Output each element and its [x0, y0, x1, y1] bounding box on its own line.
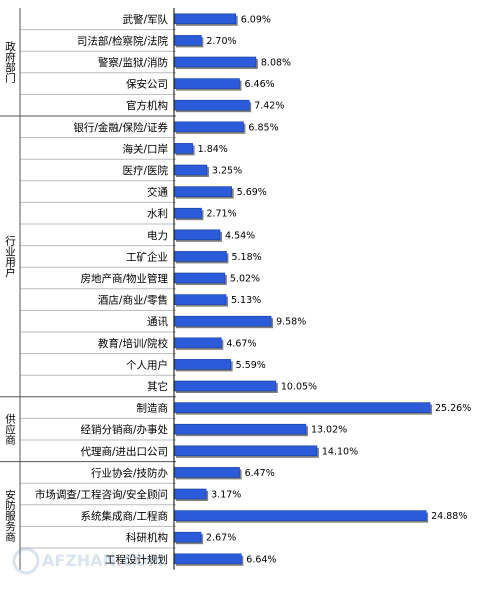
bar — [173, 488, 207, 500]
bar — [173, 207, 202, 219]
value-label: 2.71% — [206, 209, 236, 220]
category-label: 代理商/进出口公司 — [80, 445, 168, 458]
bar — [173, 402, 431, 413]
bar — [173, 56, 257, 68]
value-label: 6.46% — [244, 79, 274, 90]
category-label: 武警/军队 — [122, 13, 168, 26]
category-label: 电力 — [147, 229, 168, 242]
bar — [173, 423, 307, 435]
bar — [173, 99, 250, 111]
bar — [173, 315, 272, 327]
category-label: 教育/培训/院校 — [98, 337, 169, 350]
bar — [173, 380, 277, 392]
category-label: 系统集成商/工程商 — [80, 510, 168, 523]
bar — [173, 186, 232, 197]
watermark: AFZHAN.COM — [12, 547, 163, 575]
category-label: 工矿企业 — [126, 250, 168, 263]
value-label: 2.67% — [206, 533, 236, 544]
row-separators — [0, 8, 176, 570]
category-label: 科研机构 — [126, 531, 168, 544]
bar — [173, 531, 202, 543]
value-label: 4.67% — [226, 338, 256, 349]
bar — [173, 445, 318, 457]
value-label: 13.02% — [311, 425, 347, 436]
bar — [173, 35, 202, 46]
value-label: 6.09% — [241, 14, 271, 25]
value-label: 14.10% — [322, 446, 358, 457]
bar — [173, 164, 208, 176]
category-label: 其它 — [147, 380, 168, 393]
category-label: 房地产商/物业管理 — [80, 272, 168, 285]
bar — [173, 337, 222, 349]
value-label: 5.13% — [231, 295, 261, 306]
bar — [173, 13, 237, 25]
category-label: 警察/监狱/消防 — [98, 56, 168, 69]
group-label: 安防服务商 — [4, 489, 16, 543]
value-label: 6.85% — [248, 122, 278, 133]
category-label: 行业协会/技防办 — [91, 466, 169, 479]
category-label: 银行/金融/保险/证券 — [73, 121, 168, 134]
bar — [173, 467, 240, 478]
bar — [173, 272, 226, 284]
value-label: 5.18% — [231, 252, 261, 263]
category-label: 工程设计规划 — [105, 553, 168, 566]
bar — [173, 78, 240, 89]
watermark-text: AFZHAN.COM — [42, 551, 163, 570]
category-label: 交通 — [147, 186, 168, 199]
value-label: 1.84% — [198, 144, 228, 155]
value-label: 3.25% — [212, 166, 242, 177]
value-label: 3.17% — [211, 490, 241, 501]
bars — [173, 13, 432, 566]
value-label: 10.05% — [281, 382, 317, 393]
bar — [173, 294, 227, 305]
category-label: 经销分销商/办事处 — [80, 423, 168, 436]
value-labels: 6.09% 2.70% 8.08% 6.46% 7.42% 6.85% 1.84% 3.25%… — [198, 14, 472, 565]
bar — [173, 251, 227, 262]
category-label: 医疗/医院 — [122, 164, 168, 177]
value-label: 24.88% — [431, 511, 467, 522]
group-label: 行业用户 — [4, 235, 16, 279]
bar — [173, 229, 221, 241]
value-label: 6.47% — [245, 468, 275, 479]
bar — [173, 359, 231, 370]
category-label: 制造商 — [137, 402, 169, 415]
value-label: 8.08% — [261, 58, 291, 69]
bar — [173, 553, 242, 565]
value-label: 25.26% — [435, 403, 471, 414]
value-label: 5.02% — [230, 274, 260, 285]
category-label: 保安公司 — [126, 78, 168, 91]
value-label: 6.64% — [246, 554, 276, 565]
watermark-logo-icon — [12, 547, 40, 575]
group-label: 政府部门 — [4, 40, 16, 84]
category-label: 个人用户 — [126, 358, 168, 371]
value-label: 4.54% — [225, 230, 255, 241]
value-label: 9.58% — [276, 317, 306, 328]
category-label: 水利 — [147, 208, 168, 220]
category-label: 市场调查/工程咨询/安全顾问 — [35, 488, 168, 501]
category-label: 司法部/检察院/法院 — [77, 34, 169, 47]
value-label: 2.70% — [206, 36, 236, 47]
category-label: 酒店/商业/零售 — [98, 294, 168, 307]
category-label: 通讯 — [147, 315, 168, 328]
group-label: 供应商 — [4, 413, 16, 446]
bar — [173, 143, 193, 154]
value-label: 5.59% — [236, 360, 266, 371]
category-label: 官方机构 — [126, 99, 168, 112]
bar — [173, 510, 427, 521]
bar — [173, 121, 244, 133]
value-label: 7.42% — [254, 101, 284, 112]
category-label: 海关/口岸 — [122, 142, 168, 155]
category-labels: 武警/军队司法部/检察院/法院警察/监狱/消防保安公司官方机构银行/金融/保险/… — [35, 13, 169, 566]
value-label: 5.69% — [237, 187, 267, 198]
